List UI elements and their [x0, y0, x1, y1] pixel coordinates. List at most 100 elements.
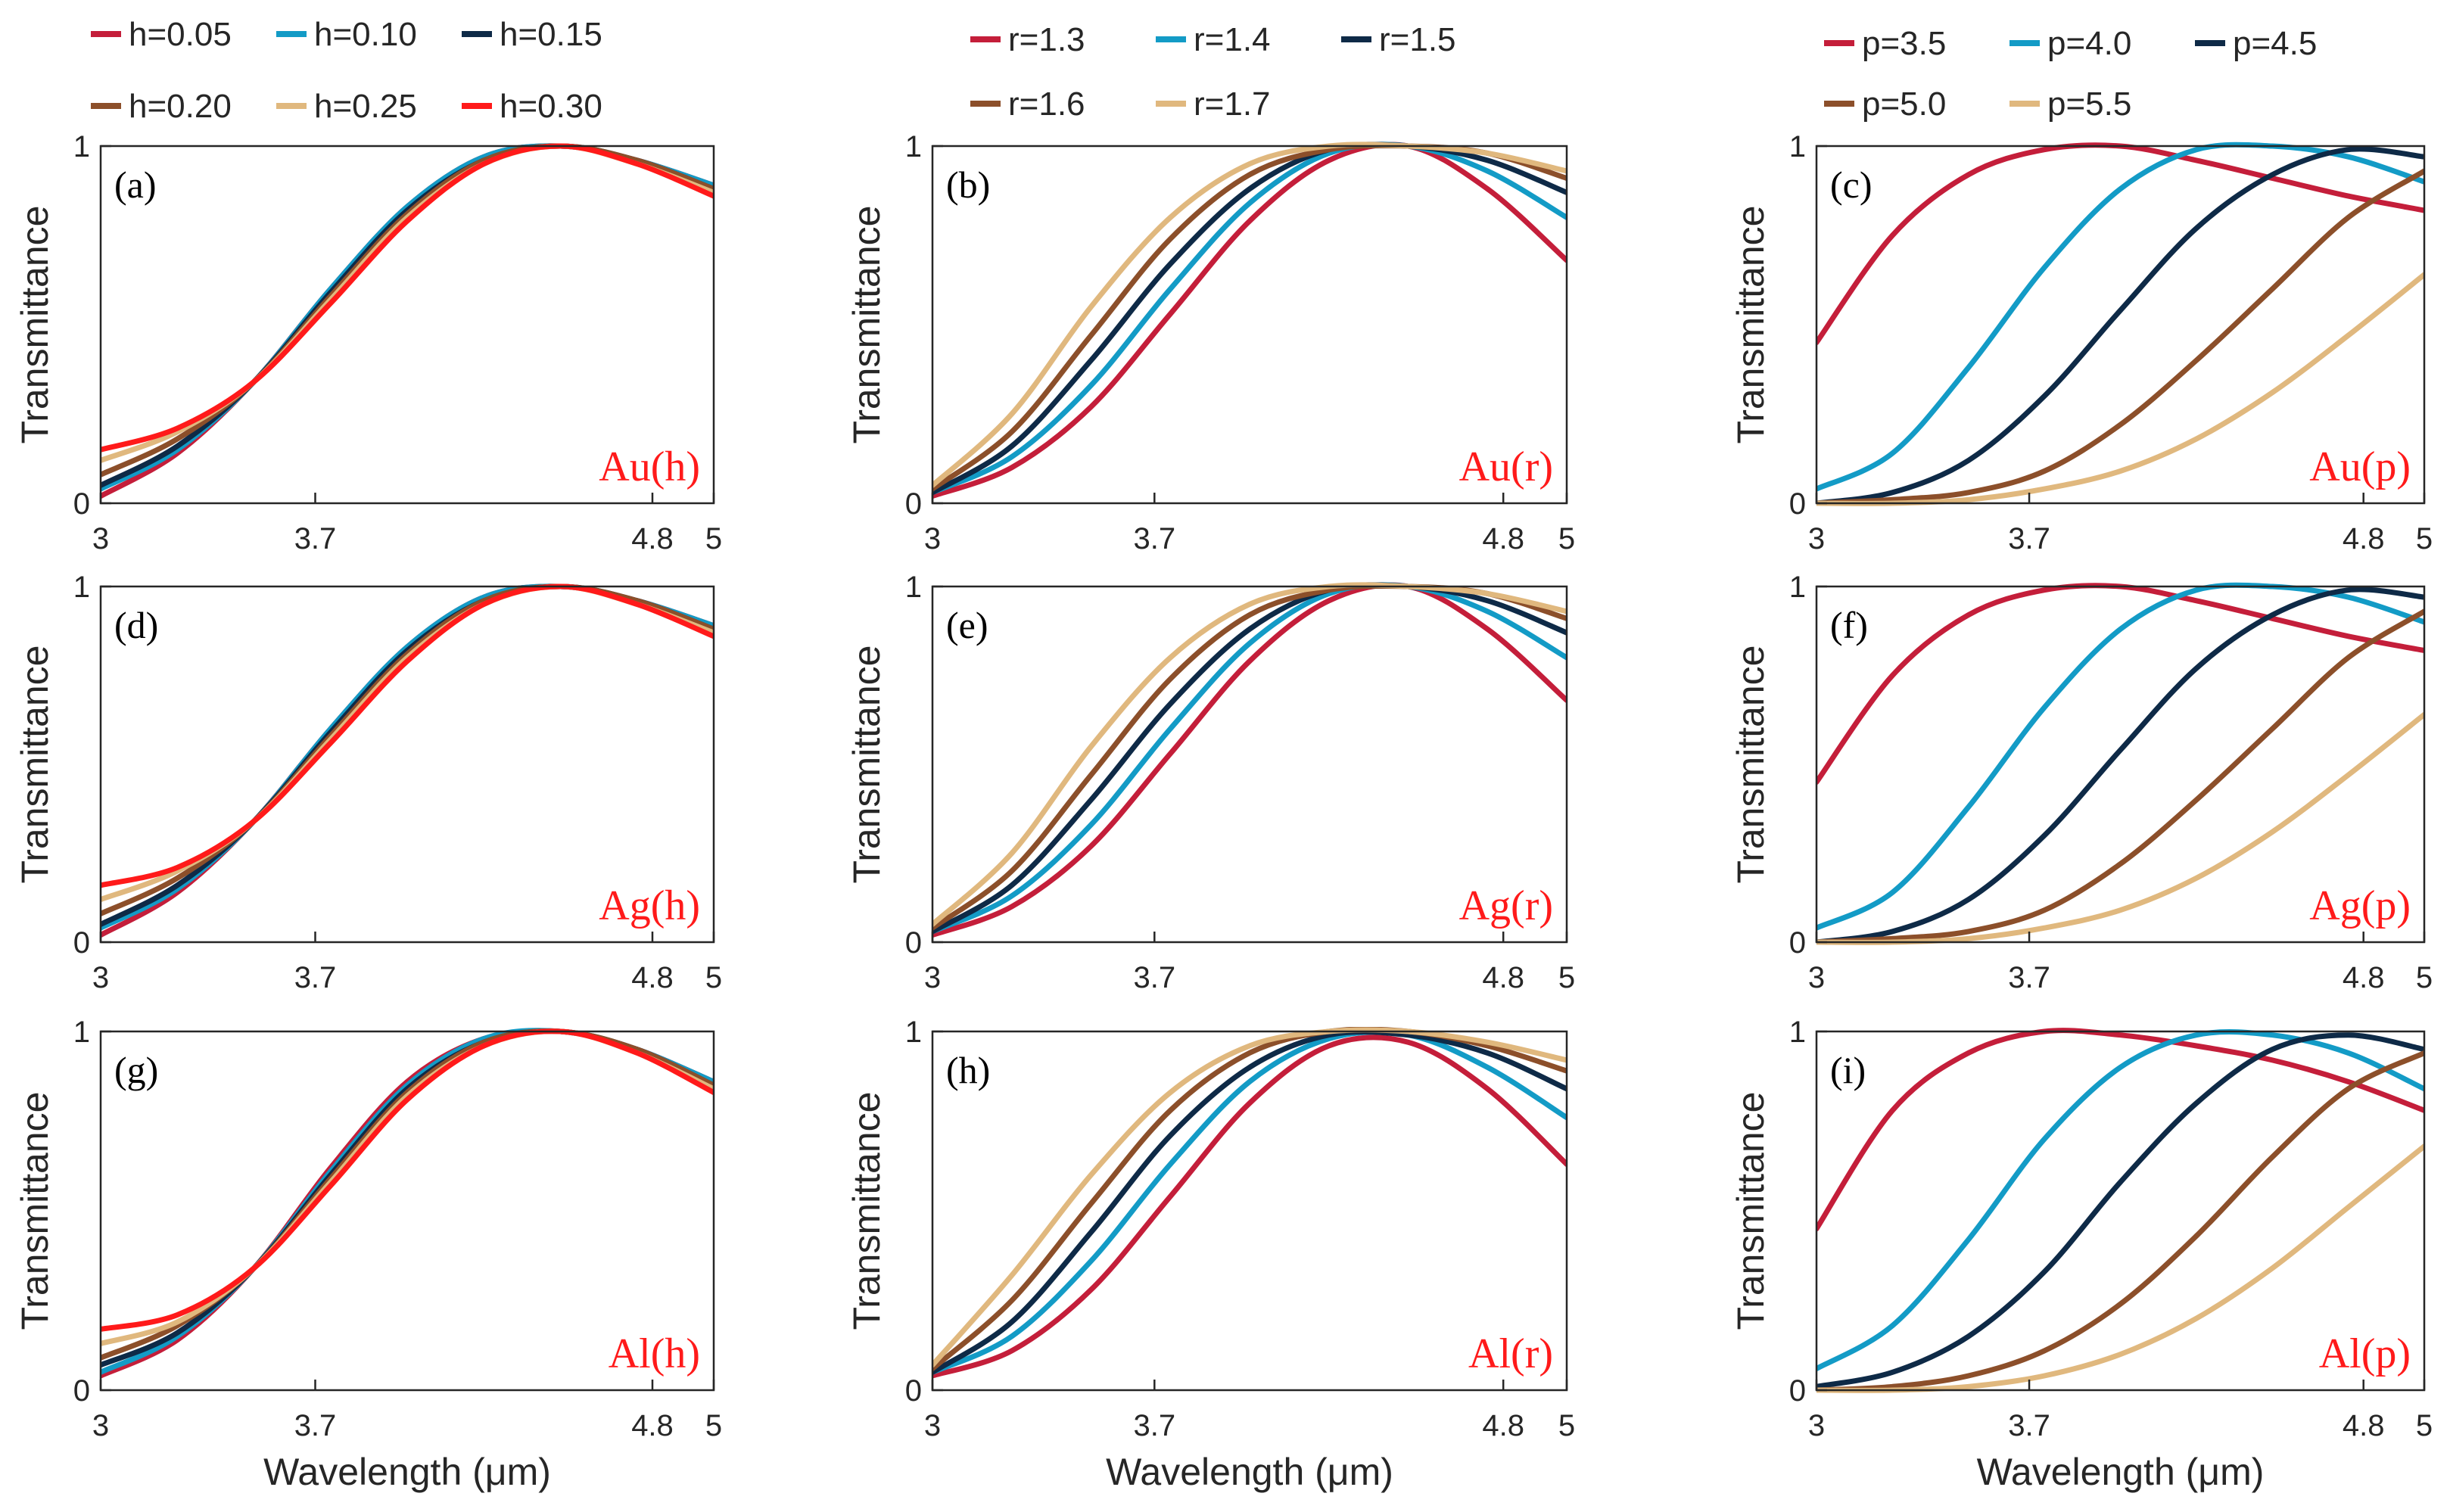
legend-3: p=3.5 p=4.0 p=4.5 p=5.0 p=5.5 — [1824, 25, 2317, 123]
legend-label: h=0.30 — [500, 88, 602, 125]
panel-h: 3 3.7 4.8 5 0 1 Transmittance (h) Al(r) Wavelengt… — [845, 1016, 1575, 1493]
axes-frame — [99, 1030, 715, 1392]
x-tick-label: 3 — [924, 522, 941, 555]
series-line-r=1.7 — [932, 142, 1567, 488]
x-tick-label: 5 — [1558, 961, 1575, 994]
x-tick-label: 3 — [92, 1409, 109, 1442]
series-line-r=1.4 — [932, 1029, 1567, 1375]
x-tick-label: 5 — [2416, 961, 2433, 994]
x-tick-label: 4.8 — [1482, 522, 1524, 555]
series-group — [932, 1027, 1567, 1379]
x-tick-label: 3 — [92, 522, 109, 555]
legend-label: h=0.25 — [314, 88, 417, 125]
series-line-h=0.15 — [101, 143, 714, 488]
series-line-h=0.30 — [101, 583, 714, 888]
legend-label: h=0.20 — [129, 88, 232, 125]
x-tick-label: 3 — [92, 961, 109, 994]
series-group — [101, 143, 714, 499]
x-tick-label: 4.8 — [2343, 961, 2385, 994]
x-tick-label: 5 — [705, 1409, 722, 1442]
panel-label: (e) — [946, 604, 988, 646]
x-tick-label: 5 — [705, 961, 722, 994]
y-tick-label: 1 — [905, 571, 922, 604]
series-line-r=1.3 — [932, 142, 1567, 499]
panel-g: 3 3.7 4.8 5 0 1 Transmittance (g) Al(h) Wavelengt… — [14, 1016, 722, 1493]
x-tick-label: 3 — [1808, 1409, 1825, 1442]
series-line-p=4.5 — [1816, 586, 2424, 945]
series-line-r=1.7 — [932, 1027, 1567, 1368]
series-line-h=0.25 — [101, 1028, 714, 1346]
y-tick-label: 0 — [905, 487, 922, 521]
panel-a: 3 3.7 4.8 5 0 1 Transmittance (a) Au(h) — [14, 130, 722, 555]
x-tick-label: 4.8 — [2343, 1409, 2385, 1442]
y-tick-label: 1 — [1789, 1016, 1806, 1049]
panel-b: 3 3.7 4.8 5 0 1 Transmittance (b) Au(r) — [845, 130, 1575, 555]
x-tick-label: 4.8 — [631, 522, 674, 555]
x-tick-label: 5 — [1558, 522, 1575, 555]
y-axis-label: Transmittance — [1729, 1092, 1772, 1330]
legend-label: r=1.4 — [1194, 21, 1271, 58]
panel-label: (f) — [1830, 604, 1868, 646]
panel-f: 3 3.7 4.8 5 0 1 Transmittance (f) Ag(p) — [1729, 571, 2433, 994]
y-axis-label: Transmittance — [845, 1092, 888, 1330]
panel-label: (b) — [946, 163, 990, 206]
legend-2: r=1.3 r=1.4 r=1.5 r=1.6 r=1.7 — [970, 21, 1456, 123]
x-tick-label: 3 — [1808, 522, 1825, 555]
x-tick-label: 4.8 — [1482, 961, 1524, 994]
series-line-h=0.25 — [101, 143, 714, 463]
legend-label: h=0.05 — [129, 16, 232, 53]
y-axis-label: Transmittance — [845, 646, 888, 884]
legend-label: p=4.5 — [2233, 25, 2317, 62]
material-tag: Al(p) — [2319, 1330, 2411, 1377]
y-tick-label: 1 — [73, 130, 90, 163]
panel-i: 3 3.7 4.8 5 0 1 Transmittance (i) Al(p) Wavelengt… — [1729, 1016, 2433, 1493]
axes-frame — [99, 145, 715, 505]
series-line-r=1.3 — [932, 1034, 1567, 1379]
axes-frame — [1815, 1030, 2426, 1392]
legend-label: h=0.15 — [500, 16, 602, 53]
series-line-r=1.3 — [932, 582, 1567, 938]
x-tick-label: 3.7 — [294, 1409, 337, 1442]
y-tick-label: 0 — [73, 487, 90, 521]
series-line-h=0.25 — [101, 583, 714, 903]
x-tick-label: 5 — [1558, 1409, 1575, 1442]
legend-label: h=0.10 — [314, 16, 417, 53]
legend-label: r=1.5 — [1379, 21, 1456, 58]
x-tick-label: 4.8 — [1482, 1409, 1524, 1442]
x-tick-label: 3.7 — [2008, 1409, 2050, 1442]
series-line-h=0.30 — [101, 1028, 714, 1332]
series-line-p=5.0 — [1816, 608, 2424, 945]
panel-label: (c) — [1830, 163, 1873, 206]
series-line-p=4.5 — [1816, 146, 2424, 506]
x-tick-label: 5 — [2416, 1409, 2433, 1442]
x-tick-label: 4.8 — [631, 961, 674, 994]
y-tick-label: 1 — [1789, 130, 1806, 163]
y-tick-label: 1 — [73, 571, 90, 604]
material-tag: Au(h) — [599, 443, 700, 490]
material-tag: Al(r) — [1468, 1330, 1553, 1377]
y-tick-label: 1 — [905, 130, 922, 163]
axes-frame — [931, 145, 1568, 505]
series-group — [932, 582, 1567, 938]
y-tick-label: 1 — [73, 1016, 90, 1049]
series-line-p=5.0 — [1816, 168, 2424, 506]
x-tick-label: 3.7 — [2008, 961, 2050, 994]
panel-label: (h) — [946, 1049, 990, 1091]
y-axis-label: Transmittance — [14, 1092, 56, 1330]
series-group — [101, 1028, 714, 1379]
y-axis-label: Transmittance — [1729, 646, 1772, 884]
material-tag: Ag(p) — [2309, 882, 2411, 929]
legend-label: r=1.6 — [1008, 86, 1085, 123]
x-tick-label: 3 — [924, 961, 941, 994]
x-tick-label: 3 — [1808, 961, 1825, 994]
material-tag: Ag(r) — [1459, 882, 1553, 929]
y-tick-label: 1 — [1789, 571, 1806, 604]
y-tick-label: 0 — [905, 926, 922, 960]
axes-frame — [1815, 585, 2426, 944]
series-group — [932, 142, 1567, 499]
y-tick-label: 1 — [905, 1016, 922, 1049]
x-tick-label: 4.8 — [631, 1409, 674, 1442]
legend-label: r=1.7 — [1194, 86, 1271, 123]
x-tick-label: 3.7 — [1133, 1409, 1175, 1442]
series-line-r=1.4 — [932, 582, 1567, 935]
